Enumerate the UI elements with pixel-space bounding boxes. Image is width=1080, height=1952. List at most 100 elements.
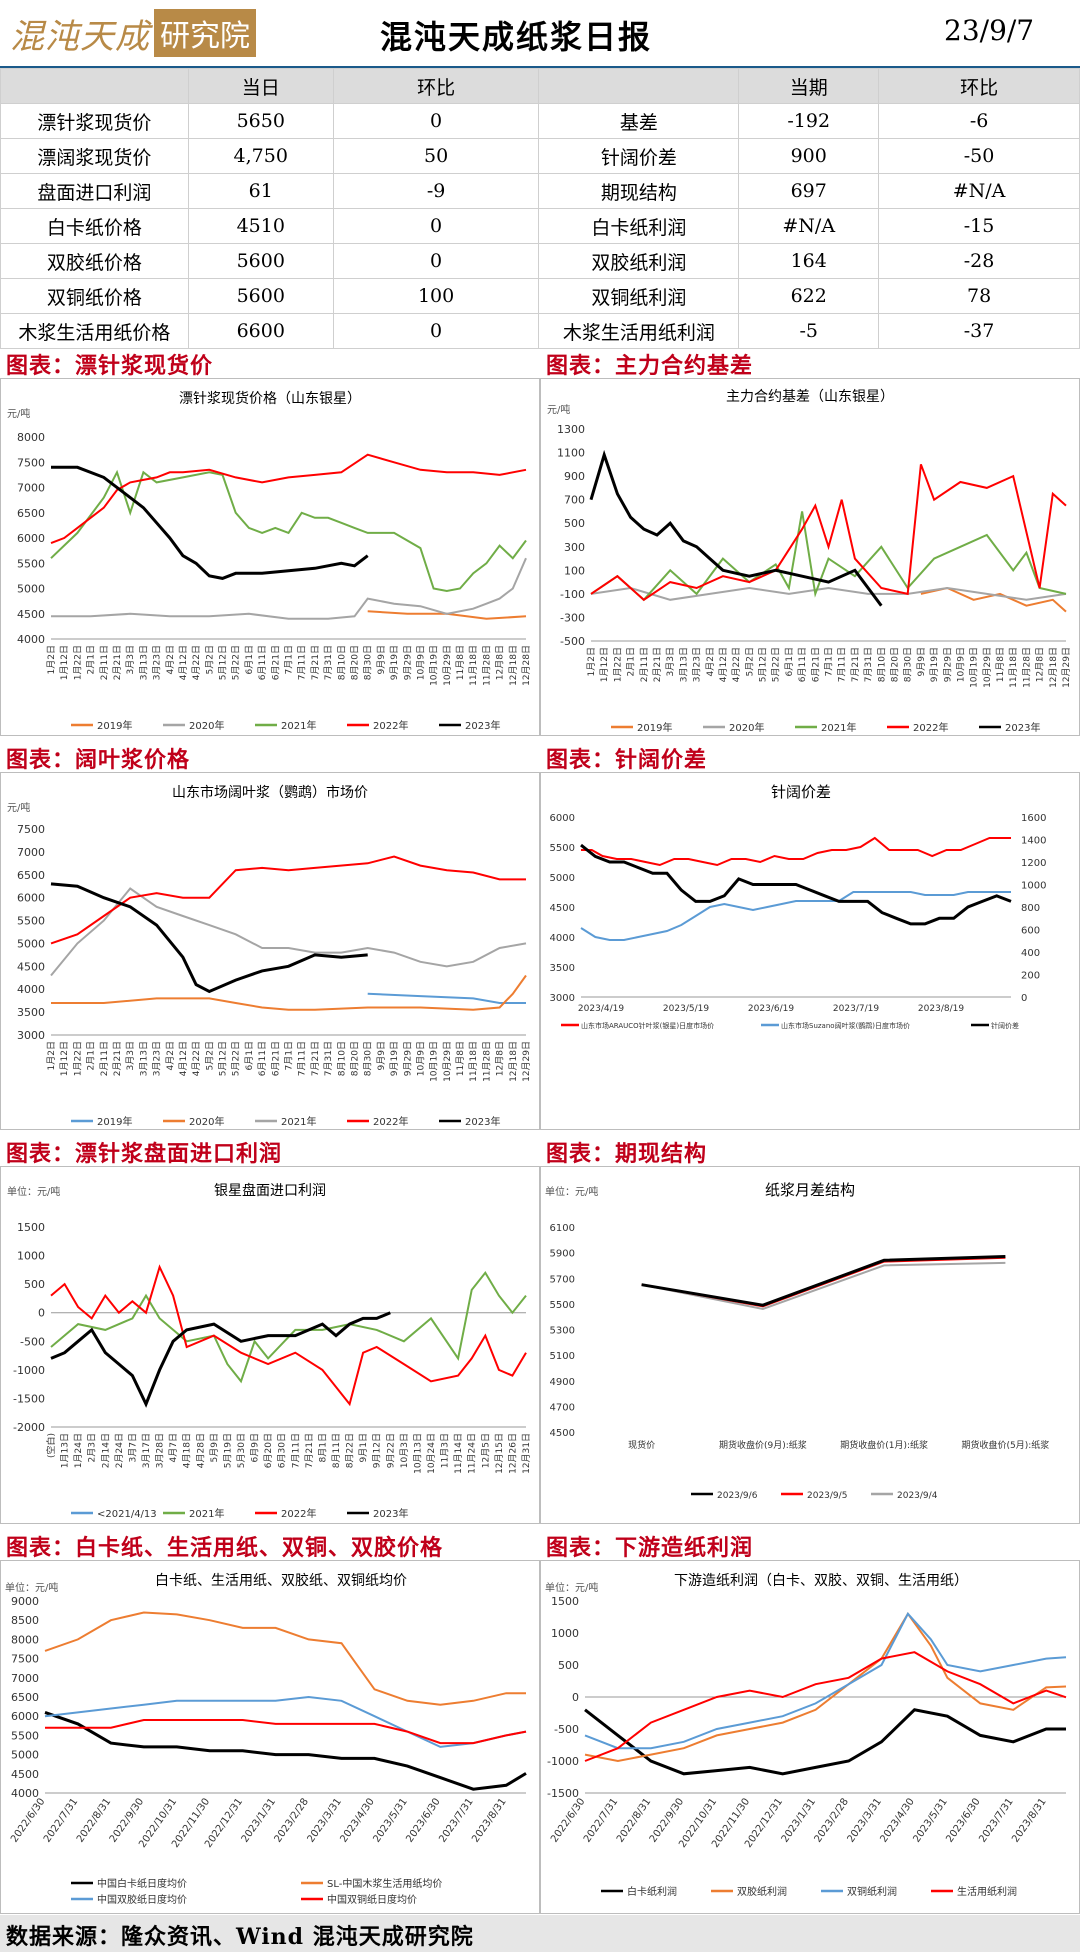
report-header: 混沌天成 研究院 混沌天成纸浆日报 23/9/7 (0, 0, 1080, 66)
series-line-2021年 (50, 1270, 527, 1384)
x-tick-label: 11月8日 (995, 647, 1006, 682)
x-tick-label: 4月28日 (195, 1433, 206, 1468)
legend-label: 2019年 (97, 1115, 132, 1128)
chart-panel-c8: 下游造纸利润（白卡、双胶、双铜、生活用纸） 单位：元/吨 -1500 -1000 -50… (540, 1560, 1080, 1914)
series-line-2021年 (590, 511, 1067, 602)
x-tick-label: 2023/4/19 (578, 1004, 624, 1014)
x-tick-label: 9月29日 (942, 647, 953, 682)
x-tick-label: 4月12日 (718, 647, 729, 682)
x-tick-label: 8月20日 (349, 645, 360, 680)
x-tick-label: 8月1日 (317, 1433, 328, 1462)
x-tick-label: 7月21日 (310, 645, 321, 680)
y-tick-label: 7000 (17, 482, 45, 495)
kpi-row: 白卡纸价格 4510 0 白卡纸利润 #N/A -15 (0, 208, 1080, 244)
x-tick-label: 2月11日 (99, 645, 110, 680)
legend-label: 2023年 (1005, 721, 1040, 734)
x-tick-label: 6月1日 (784, 647, 795, 676)
legend-label: 山东市场ARAUCO针叶浆(银星)日度市场价 (581, 1021, 714, 1030)
x-tick-label: 11月8日 (455, 645, 466, 680)
y-tick-label: -100 (560, 588, 585, 601)
x-tick-label: 7月31日 (323, 645, 334, 680)
x-tick-label: 7月1日 (284, 1041, 295, 1070)
x-tick-label: 2月11日 (99, 1041, 110, 1076)
section-title: 图表：白卡纸、生活用纸、双铜、双胶价格 (6, 1535, 444, 1561)
series-line-双铜纸利润 (584, 1612, 1067, 1750)
x-tick-label: 1月22日 (72, 645, 83, 680)
x-tick-label: 10月13日 (412, 1433, 423, 1474)
y-tick-label: 8000 (11, 1633, 39, 1646)
x-tick-label: 12月8日 (1035, 647, 1046, 682)
y-tick-label: 5700 (550, 1274, 575, 1285)
kpi-header-row: 当日 环比 当期 环比 (0, 68, 1080, 104)
y-tick-label: 7500 (17, 456, 45, 469)
kpi-cell: 0 (332, 243, 540, 279)
series-line-生活用纸利润 (584, 1651, 1067, 1762)
kpi-cell: #N/A (878, 173, 1080, 209)
x-tick-label: 8月10日 (336, 645, 347, 680)
series-line-2022年 (50, 855, 526, 945)
x-tick-label: 10月3日 (399, 1433, 410, 1468)
chart-title: 银星盘面进口利润 (214, 1182, 326, 1199)
legend-label: 2019年 (637, 721, 672, 734)
x-tick-label: 4月2日 (705, 647, 716, 676)
x-tick-label: 5月12日 (758, 647, 769, 682)
y-tick-label-left: 4000 (550, 933, 575, 944)
kpi-cell: 双胶纸利润 (538, 243, 740, 279)
x-tick-label: 5月9日 (209, 1433, 220, 1462)
kpi-cell: -28 (878, 243, 1080, 279)
x-tick-label: 3月28日 (155, 1433, 166, 1468)
legend-label: <2021/4/13 (97, 1509, 157, 1520)
kpi-cell: -37 (878, 313, 1080, 349)
y-tick-label-right: 200 (1021, 971, 1040, 982)
x-tick-label: 11月28日 (481, 645, 492, 686)
y-tick-label: 5300 (550, 1326, 575, 1337)
x-tick-label: 12月5日 (480, 1433, 491, 1468)
logo-text-right: 研究院 (154, 9, 256, 57)
legend-label: 中国双胶纸日度均价 (97, 1893, 187, 1906)
y-tick-label: 7000 (17, 846, 45, 859)
x-tick-label: 5月19日 (222, 1433, 233, 1468)
y-tick-label: 5100 (550, 1351, 575, 1362)
legend-label: 双铜纸利润 (847, 1885, 897, 1898)
x-tick-label: 12月18日 (508, 1041, 519, 1082)
y-tick-label: 6000 (11, 1710, 39, 1723)
x-tick-label: 2023/8/19 (918, 1004, 964, 1014)
y-tick-label-right: 400 (1021, 948, 1040, 959)
kpi-header-cell: 环比 (332, 68, 540, 104)
x-tick-label: 4月2日 (165, 645, 176, 674)
chart-panel-c5: 银星盘面进口利润 单位：元/吨 -2000 -1500 -1000 -500 0 500 100… (0, 1166, 540, 1524)
kpi-cell: 697 (738, 173, 880, 209)
y-tick-label-right: 0 (1021, 993, 1027, 1004)
x-tick-label: 11月18日 (468, 1041, 479, 1082)
chart-title: 主力合约基差（山东银星） (726, 388, 894, 405)
y-axis-unit: 单位：元/吨 (545, 1581, 598, 1594)
header-divider (0, 66, 1080, 68)
kpi-cell: 期现结构 (538, 173, 740, 209)
chart-title: 针阔价差 (771, 783, 831, 801)
x-tick-label: 2月1日 (86, 645, 97, 674)
chart-title: 下游造纸利润（白卡、双胶、双铜、生活用纸） (674, 1572, 968, 1589)
x-tick-label: 2月1日 (626, 647, 637, 676)
legend-label: 生活用纸利润 (957, 1885, 1017, 1898)
x-tick-label: 3月23日 (152, 1041, 163, 1076)
x-tick-label: 5月22日 (231, 1041, 242, 1076)
x-tick-label: 11月18日 (1008, 647, 1019, 688)
legend-label: 2023/9/6 (717, 1491, 758, 1501)
y-tick-label: 1000 (551, 1627, 579, 1640)
y-tick-label: 1000 (17, 1250, 45, 1263)
series-line-山东市场Suzano阔叶浆(鹦鹉)日度市场价 (580, 891, 1011, 941)
report-title: 混沌天成纸浆日报 (380, 18, 653, 56)
y-tick-label: 3000 (17, 1029, 45, 1042)
x-tick-label: 1月2日 (46, 1041, 57, 1070)
series-line-2019年 (367, 992, 526, 1004)
kpi-row: 双铜纸价格 5600 100 双铜纸利润 622 78 (0, 278, 1080, 314)
legend-label: 2023年 (465, 1115, 500, 1128)
x-tick-label: 8月10日 (876, 647, 887, 682)
series-line-2021年 (50, 469, 527, 593)
x-tick-label: 10月24日 (426, 1433, 437, 1474)
chart-panel-c3: 山东市场阔叶浆（鹦鹉）市场价 元/吨 3000 3500 4000 4500 5000 550… (0, 772, 540, 1130)
y-tick-label-left: 3000 (550, 993, 575, 1004)
x-tick-label: 2月11日 (639, 647, 650, 682)
chart-title: 山东市场阔叶浆（鹦鹉）市场价 (172, 784, 368, 801)
legend-label: 2021年 (281, 1115, 316, 1128)
